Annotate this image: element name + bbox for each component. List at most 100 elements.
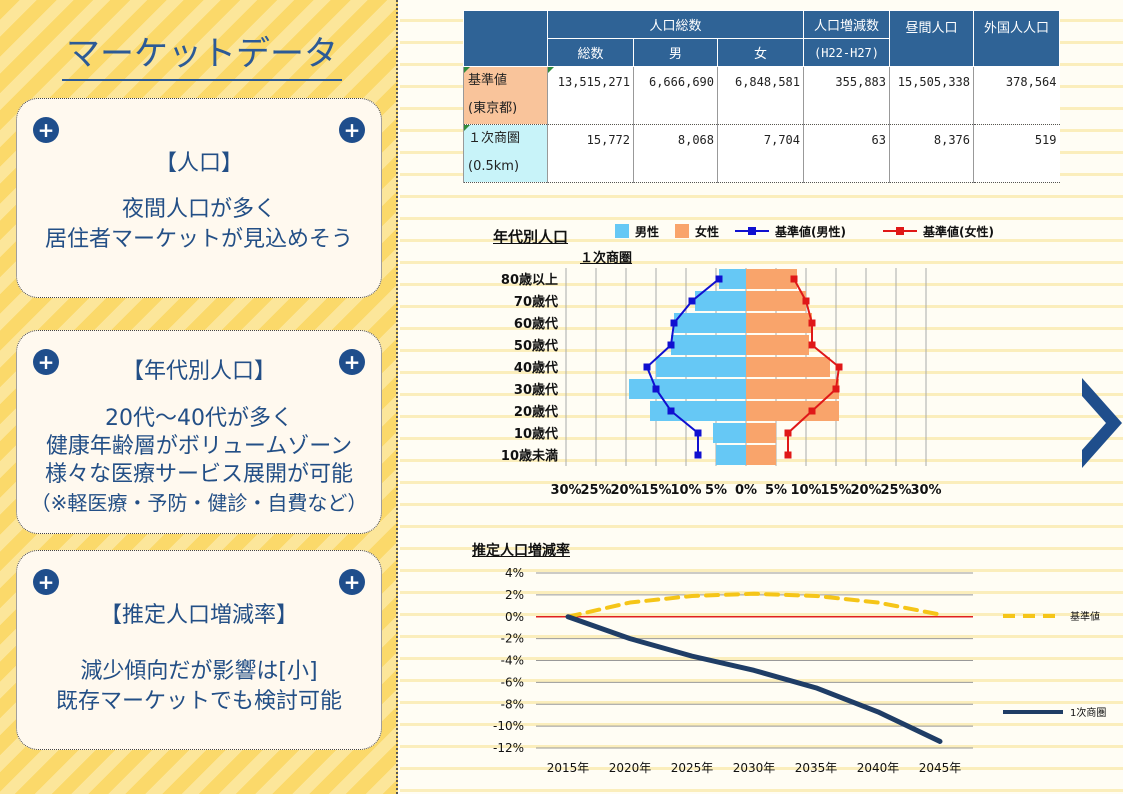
- cell-male: 8,068: [633, 124, 718, 183]
- y-tick-label: -2%: [501, 632, 524, 646]
- bar-female: [746, 269, 797, 289]
- header-group: 人口総数: [547, 10, 804, 39]
- line-marker: [808, 341, 816, 349]
- card-title: 【年代別人口】: [121, 359, 276, 384]
- bar-female: [746, 379, 839, 399]
- x-tick-label: 10%: [790, 483, 821, 498]
- card-body: 夜間人口が多く 居住者マーケットが見込めそう: [17, 195, 381, 255]
- table-corner: [463, 10, 548, 67]
- category-label: 40歳代: [514, 360, 558, 376]
- plus-icon[interactable]: +: [339, 349, 365, 375]
- legend-label: 基準値(男性): [774, 224, 846, 239]
- legend-label: 男性: [635, 224, 659, 239]
- card-population-change: + + 【推定人口増減率】 減少傾向だが影響は[小] 既存マーケットでも検討可能: [16, 550, 382, 750]
- legend-swatch: [615, 224, 629, 238]
- y-tick-label: 4%: [505, 566, 524, 580]
- line-marker: [694, 451, 702, 459]
- population-table: 人口総数 人口増減数 昼間人口 外国人人口 総数 男 女 (H22-H27) 基…: [463, 10, 1060, 183]
- line-marker: [802, 297, 810, 305]
- legend-label: 基準値(女性): [922, 224, 994, 239]
- card-line: 20代～40代が多く: [105, 406, 293, 431]
- plus-icon[interactable]: +: [339, 569, 365, 595]
- category-label: 30歳代: [514, 382, 558, 398]
- bar-female: [746, 445, 776, 465]
- bar-male: [713, 423, 746, 443]
- header-female: 女: [717, 38, 804, 67]
- x-tick-label: 2045年: [919, 761, 962, 775]
- bar-male: [716, 445, 746, 465]
- line-marker: [790, 275, 798, 283]
- bar-male: [629, 379, 746, 399]
- bar-male: [695, 291, 746, 311]
- line-marker: [643, 363, 651, 371]
- line-marker: [832, 385, 840, 393]
- category-label: 10歳代: [514, 426, 558, 442]
- header-total: 総数: [547, 38, 634, 67]
- x-tick-label: 2035年: [795, 761, 838, 775]
- card-title: 【推定人口増減率】: [99, 603, 298, 628]
- category-label: 10歳未満: [501, 448, 558, 464]
- category-label: 80歳以上: [501, 272, 558, 288]
- header-male: 男: [633, 38, 718, 67]
- card-line: 健康年齢層がボリュームゾーン: [45, 434, 353, 459]
- card-body: 減少傾向だが影響は[小] 既存マーケットでも検討可能: [17, 657, 381, 717]
- plus-icon[interactable]: +: [33, 349, 59, 375]
- legend-label: 基準値: [1070, 610, 1100, 623]
- header-change-sub: (H22-H27): [803, 38, 890, 67]
- table-row: 基準値 (東京都) 13,515,271 6,666,690 6,848,581 …: [463, 66, 1060, 125]
- legend-swatch: [675, 224, 689, 238]
- header-foreign: 外国人人口: [973, 10, 1060, 67]
- cell-foreign: 378,564: [973, 66, 1060, 125]
- line-marker: [808, 319, 816, 327]
- header-daytime: 昼間人口: [889, 10, 974, 67]
- legend-label: 1次商圏: [1070, 706, 1106, 719]
- chevron-right-icon[interactable]: [1080, 378, 1123, 468]
- x-tick-label: 2030年: [733, 761, 776, 775]
- card-population: + + 【人口】 夜間人口が多く 居住者マーケットが見込めそう: [16, 98, 382, 298]
- x-tick-label: 5%: [705, 483, 727, 498]
- plus-icon[interactable]: +: [339, 117, 365, 143]
- card-line: 既存マーケットでも検討可能: [55, 689, 342, 714]
- population-trend-chart: 4% 2% 0% -2% -4% -6% -8% -10% -12% 2015年 2020年 2025…: [493, 566, 1106, 775]
- card-line: 居住者マーケットが見込めそう: [44, 227, 353, 252]
- y-tick-label: -8%: [501, 697, 524, 711]
- line-marker: [667, 341, 675, 349]
- series-line-1: [565, 614, 943, 744]
- y-tick-label: 0%: [505, 610, 524, 624]
- pyramid-subtitle: １次商圏: [580, 251, 633, 266]
- legend-marker: [896, 227, 904, 235]
- cell-change: 355,883: [803, 66, 890, 125]
- card-line: 様々な医療サービス展開が可能: [44, 462, 353, 487]
- bar-female: [746, 423, 776, 443]
- cell-female: 7,704: [717, 124, 804, 183]
- cell-daytime: 8,376: [889, 124, 974, 183]
- line-marker: [784, 429, 792, 437]
- card-age-population: + + 【年代別人口】 20代～40代が多く 健康年齢層がボリュームゾーン 様々…: [16, 330, 382, 534]
- bar-female: [746, 357, 830, 377]
- x-tick-label: 15%: [820, 483, 851, 498]
- x-tick-label: 25%: [580, 483, 611, 498]
- card-line: （※軽医療・予防・健診・自費など）: [30, 491, 368, 515]
- bar-male: [719, 269, 746, 289]
- y-tick-label: -4%: [501, 654, 524, 668]
- category-label: 50歳代: [514, 338, 558, 354]
- x-tick-label: 25%: [880, 483, 911, 498]
- plus-icon[interactable]: +: [33, 117, 59, 143]
- cell-daytime: 15,505,338: [889, 66, 974, 125]
- cell-female: 6,848,581: [717, 66, 804, 125]
- y-tick-label: -12%: [493, 741, 524, 755]
- line-marker: [670, 319, 678, 327]
- bar-female: [746, 313, 812, 333]
- plus-icon[interactable]: +: [33, 569, 59, 595]
- cell-total: 13,515,271: [547, 66, 634, 125]
- x-tick-label: 30%: [910, 483, 941, 498]
- bar-female: [746, 291, 806, 311]
- cell-total: 15,772: [547, 124, 634, 183]
- x-tick-label: 20%: [610, 483, 641, 498]
- y-tick-label: -10%: [493, 719, 524, 733]
- bar-female: [746, 401, 839, 421]
- legend-label: 女性: [695, 224, 719, 239]
- line-marker: [784, 451, 792, 459]
- card-title: 【人口】: [154, 151, 243, 176]
- row-label: １次商圏 (0.5km): [463, 124, 548, 183]
